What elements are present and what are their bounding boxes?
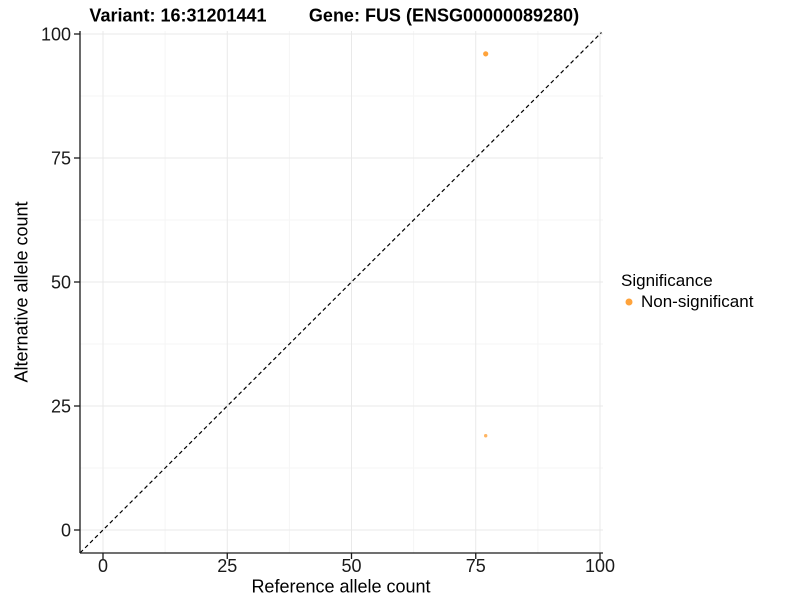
- legend-title: Significance: [621, 271, 713, 290]
- y-axis-title: Alternative allele count: [11, 201, 32, 383]
- y-tick-label: 100: [41, 25, 71, 45]
- x-tick-label: 50: [341, 556, 361, 576]
- y-tick-label: 75: [51, 149, 71, 169]
- legend-item-label: Non-significant: [641, 292, 754, 311]
- x-axis-title: Reference allele count: [251, 576, 431, 597]
- x-tick-label: 0: [98, 556, 108, 576]
- plot-title-variant: Variant: 16:31201441: [89, 5, 267, 26]
- legend-key-dot: [625, 298, 633, 306]
- data-point: [483, 51, 489, 57]
- y-tick-label: 0: [61, 521, 71, 541]
- x-tick-label: 75: [466, 556, 486, 576]
- x-tick-label: 100: [585, 556, 615, 576]
- y-tick-label: 50: [51, 273, 71, 293]
- plot-title-gene: Gene: FUS (ENSG00000089280): [308, 5, 580, 26]
- x-tick-label: 25: [217, 556, 237, 576]
- identity-line: [79, 32, 602, 554]
- y-tick-label: 25: [51, 397, 71, 417]
- data-point: [483, 434, 488, 438]
